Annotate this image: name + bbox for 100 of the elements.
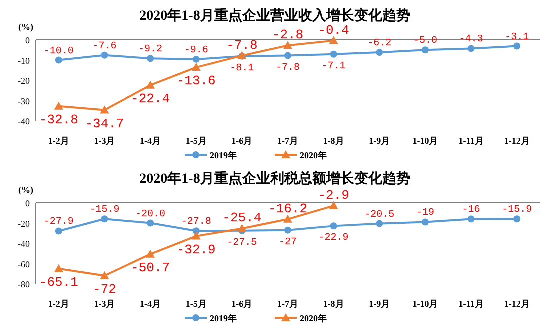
point — [54, 102, 64, 110]
x-tick-label: 1-5月 — [186, 299, 207, 309]
y-tick-label: -30 — [18, 96, 30, 106]
point — [147, 55, 154, 62]
y-tick-label: 0 — [26, 36, 30, 46]
x-tick-label: 1-2月 — [48, 136, 70, 146]
data-label: -27.5 — [227, 238, 258, 249]
y-axis-title: (%) — [18, 22, 34, 32]
data-label: -7.1 — [322, 61, 346, 72]
point — [329, 201, 338, 210]
x-tick-label: 1-12月 — [504, 136, 530, 146]
chart-title: 2020年1-8月重点企业利税总额增长变化趋势 — [140, 170, 410, 187]
point — [54, 264, 64, 272]
y-tick-label: -60 — [18, 259, 30, 270]
point — [55, 56, 62, 64]
point — [238, 224, 247, 232]
point — [329, 36, 338, 44]
point — [330, 50, 338, 58]
data-label: -15.9 — [502, 205, 532, 216]
data-label: -9.6 — [184, 45, 208, 56]
x-tick-label: 1-12月 — [504, 299, 530, 309]
x-tick-label: 1-11月 — [458, 299, 484, 309]
data-label: -20.5 — [364, 210, 395, 221]
x-tick-label: 1-10月 — [412, 136, 438, 146]
data-label: -0.4 — [318, 22, 350, 38]
y-tick-label: -20 — [18, 218, 30, 229]
point — [468, 216, 475, 223]
point — [422, 46, 429, 54]
data-label: -27 — [278, 237, 298, 248]
data-label: -32.8 — [39, 112, 78, 128]
x-tick-label: 1-4月 — [140, 299, 162, 309]
data-label: -20.0 — [136, 209, 166, 220]
point — [101, 52, 108, 59]
data-label: -7.6 — [92, 41, 117, 52]
data-label: -19 — [416, 208, 434, 220]
point — [284, 41, 292, 50]
legend-label: 2020年 — [300, 314, 327, 324]
point — [284, 214, 292, 223]
point — [101, 216, 108, 223]
point — [146, 80, 156, 89]
data-label: -7.8 — [226, 38, 258, 53]
point — [192, 63, 201, 72]
data-label: -4.3 — [459, 34, 484, 46]
x-tick-label: 1-5月 — [186, 136, 207, 146]
data-label: -15.9 — [90, 205, 120, 216]
x-tick-label: 1-9月 — [369, 299, 390, 309]
y-tick-label: -40 — [18, 116, 30, 126]
data-label: -2.8 — [272, 28, 304, 43]
data-label: -5.0 — [413, 36, 438, 48]
data-label: -6.2 — [368, 38, 392, 50]
data-label: -32.9 — [176, 242, 216, 258]
x-tick-label: 1-8月 — [323, 299, 344, 309]
point — [284, 226, 292, 234]
data-label: -22.9 — [318, 233, 349, 244]
y-tick-label: -40 — [18, 239, 30, 249]
legend-label: 2020年 — [300, 150, 327, 160]
x-tick-label: 1-3月 — [94, 136, 116, 146]
data-label: -16.2 — [268, 201, 308, 216]
x-tick-label: 1-9月 — [369, 136, 390, 146]
data-label: -10.0 — [44, 46, 74, 58]
data-label: -9.2 — [138, 44, 163, 56]
chart-title: 2020年1-8月重点企业营业收入增长变化趋势 — [140, 7, 410, 24]
point — [422, 218, 429, 226]
point — [192, 56, 200, 63]
legend-label: 2019年 — [210, 150, 237, 160]
x-tick-label: 1-6月 — [232, 136, 253, 146]
x-tick-label: 1-7月 — [278, 136, 298, 146]
point — [192, 232, 201, 240]
x-tick-label: 1-3月 — [94, 299, 116, 309]
data-label: -22.4 — [131, 91, 170, 106]
data-label: -3.1 — [505, 32, 530, 44]
x-tick-label: 1-10月 — [412, 299, 438, 309]
y-tick-label: 0 — [26, 198, 30, 208]
x-tick-label: 1-6月 — [232, 299, 253, 309]
data-label: -8.1 — [230, 63, 254, 74]
x-tick-label: 1-4月 — [140, 136, 162, 146]
point — [330, 222, 338, 230]
data-label: -13.6 — [176, 74, 216, 89]
point — [55, 228, 62, 235]
data-label: -72 — [93, 282, 116, 297]
data-label: -65.1 — [39, 274, 79, 290]
y-axis-title: (%) — [18, 185, 34, 195]
data-label: -34.7 — [85, 116, 124, 132]
x-tick-label: 1-11月 — [458, 136, 484, 146]
point — [376, 49, 384, 56]
y-tick-label: -20 — [18, 76, 30, 86]
data-label: -50.7 — [131, 260, 170, 276]
point — [514, 216, 521, 223]
point — [100, 271, 110, 280]
data-label: -27.8 — [181, 217, 212, 228]
point — [468, 45, 475, 52]
data-label: -27.9 — [44, 217, 74, 228]
x-tick-label: 1-2月 — [48, 299, 70, 309]
y-tick-label: -10 — [18, 56, 30, 66]
point — [514, 42, 521, 50]
data-label: -16 — [462, 205, 480, 216]
data-label: -2.9 — [318, 188, 350, 203]
point — [147, 220, 154, 227]
y-tick-label: -80 — [18, 280, 30, 290]
legend-label: 2019年 — [210, 314, 237, 324]
